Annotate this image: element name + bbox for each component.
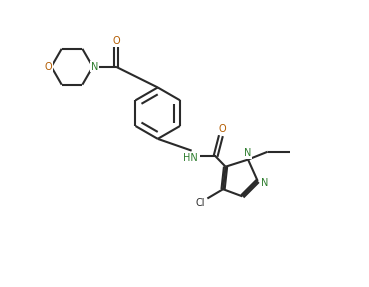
Text: N: N bbox=[91, 62, 98, 72]
Text: O: O bbox=[219, 124, 227, 134]
Text: HN: HN bbox=[183, 153, 198, 163]
Text: O: O bbox=[112, 36, 120, 46]
Text: N: N bbox=[261, 178, 269, 188]
Text: O: O bbox=[45, 62, 52, 72]
Text: N: N bbox=[244, 148, 252, 158]
Text: Cl: Cl bbox=[196, 198, 205, 208]
